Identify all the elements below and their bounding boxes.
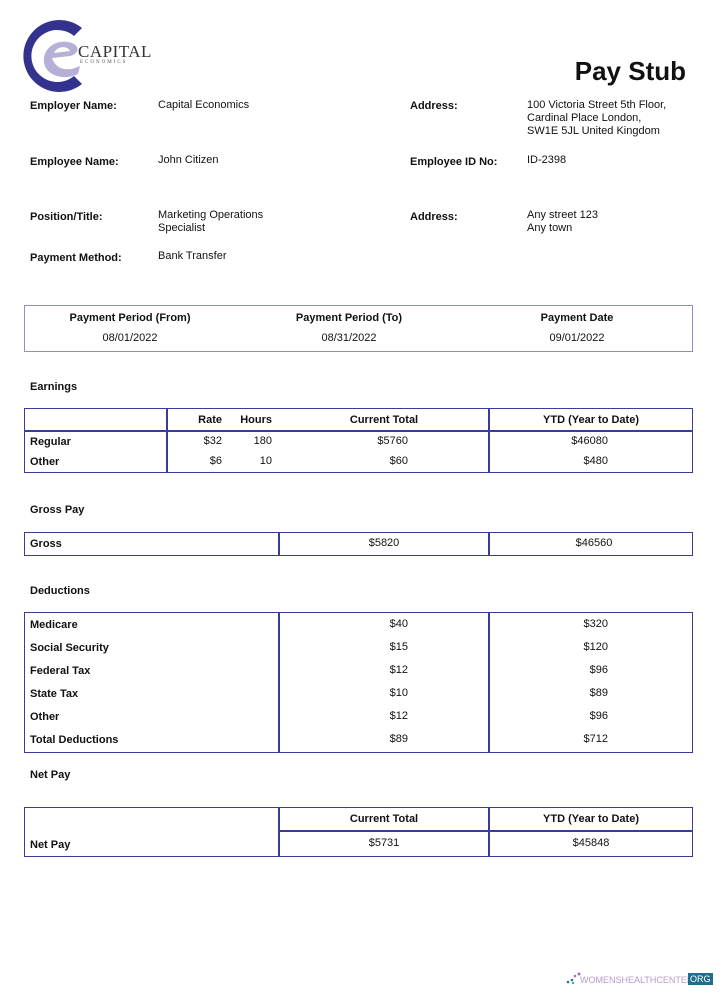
current-total-header: Current Total <box>349 414 419 426</box>
deduction-current: $40 <box>389 618 408 630</box>
deductions-title: Deductions <box>30 585 90 597</box>
earnings-row-label: Other <box>30 456 60 468</box>
deduction-row-label: Other <box>30 711 60 723</box>
deduction-ytd: $320 <box>583 618 608 630</box>
earnings-table <box>24 408 693 473</box>
deduction-ytd: $96 <box>589 664 608 676</box>
period-from-label: Payment Period (From) <box>69 312 191 324</box>
hours-header: Hours <box>240 414 272 426</box>
employee-address-label: Address: <box>410 211 458 223</box>
table-divider <box>278 830 693 832</box>
deduction-row-label: Total Deductions <box>30 734 119 746</box>
deduction-row-label: Social Security <box>30 642 109 654</box>
payment-method-label: Payment Method: <box>30 252 122 264</box>
period-to-value: 08/31/2022 <box>321 332 377 344</box>
gross-ytd: $46560 <box>575 537 613 549</box>
earnings-rate: $6 <box>209 455 222 467</box>
table-divider <box>488 612 490 753</box>
earnings-current: $5760 <box>377 435 408 447</box>
earnings-ytd: $480 <box>583 455 608 467</box>
gross-pay-title: Gross Pay <box>30 504 85 516</box>
position-value: Marketing Operations Specialist <box>158 209 263 235</box>
net-pay-label: Net Pay <box>30 839 71 851</box>
watermark-badge: ORG <box>688 973 713 985</box>
deduction-current: $12 <box>389 664 408 676</box>
company-logo: CAPITAL ECONOMICS <box>22 18 152 94</box>
earnings-hours: 10 <box>259 455 272 467</box>
position-line: Specialist <box>158 222 206 234</box>
net-pay-title: Net Pay <box>30 769 71 781</box>
earnings-hours: 180 <box>253 435 272 447</box>
address-line: SW1E 5JL United Kingdom <box>527 125 660 137</box>
gross-label: Gross <box>30 538 62 550</box>
table-divider <box>166 408 168 473</box>
position-line: Marketing Operations <box>158 209 264 221</box>
address-line: Any street 123 <box>527 209 598 221</box>
address-line: Cardinal Place London, <box>527 112 642 124</box>
payment-date-value: 09/01/2022 <box>549 332 605 344</box>
net-current: $5731 <box>368 837 400 849</box>
deduction-current: $89 <box>389 733 408 745</box>
employee-value: John Citizen <box>158 154 219 166</box>
gross-table <box>24 532 693 556</box>
net-ytd-header: YTD (Year to Date) <box>543 813 639 825</box>
address-value: 100 Victoria Street 5th Floor, Cardinal … <box>527 99 666 138</box>
address-line: Any town <box>527 222 573 234</box>
deduction-row-label: Medicare <box>30 619 78 631</box>
earnings-title: Earnings <box>30 381 78 393</box>
logo-sub: ECONOMICS <box>80 60 128 65</box>
table-divider <box>278 612 280 753</box>
rate-header: Rate <box>198 414 222 426</box>
net-current-header: Current Total <box>349 813 419 825</box>
watermark-text: WOMENSHEALTHCENTER <box>580 975 694 985</box>
deduction-current: $15 <box>389 641 408 653</box>
earnings-rate: $32 <box>203 435 222 447</box>
net-ytd: $45848 <box>572 837 610 849</box>
employee-address-value: Any street 123 Any town <box>527 209 598 235</box>
table-divider <box>278 532 280 556</box>
address-label: Address: <box>410 100 458 112</box>
payment-period-box <box>24 305 693 352</box>
deductions-table <box>24 612 693 753</box>
table-divider <box>488 807 490 857</box>
dots-icon <box>566 972 581 984</box>
period-to-label: Payment Period (To) <box>295 312 403 324</box>
deduction-ytd: $89 <box>589 687 608 699</box>
position-label: Position/Title: <box>30 211 103 223</box>
employee-id-label: Employee ID No: <box>410 156 498 168</box>
table-divider <box>24 430 693 432</box>
deduction-current: $12 <box>389 710 408 722</box>
table-divider <box>278 807 280 857</box>
deduction-ytd: $712 <box>583 733 608 745</box>
earnings-ytd: $46080 <box>571 435 608 447</box>
payment-method-value: Bank Transfer <box>158 250 227 262</box>
deduction-ytd: $96 <box>589 710 608 722</box>
payment-date-label: Payment Date <box>540 312 614 324</box>
employer-value: Capital Economics <box>158 99 250 111</box>
earnings-row-label: Regular <box>30 436 71 448</box>
employee-label: Employee Name: <box>30 156 119 168</box>
deduction-row-label: State Tax <box>30 688 79 700</box>
employer-label: Employer Name: <box>30 100 117 112</box>
page-title: Pay Stub <box>574 56 686 86</box>
gross-current: $5820 <box>368 537 400 549</box>
net-pay-table <box>24 807 693 857</box>
period-from-value: 08/01/2022 <box>102 332 158 344</box>
deduction-current: $10 <box>389 687 408 699</box>
table-divider <box>488 532 490 556</box>
employee-id-value: ID-2398 <box>527 154 567 166</box>
logo-brand: CAPITAL <box>78 42 152 61</box>
ytd-header: YTD (Year to Date) <box>543 414 639 426</box>
deduction-row-label: Federal Tax <box>30 665 91 677</box>
table-divider <box>488 408 490 473</box>
earnings-current: $60 <box>389 455 408 467</box>
deduction-ytd: $120 <box>583 641 608 653</box>
address-line: 100 Victoria Street 5th Floor, <box>527 99 667 111</box>
